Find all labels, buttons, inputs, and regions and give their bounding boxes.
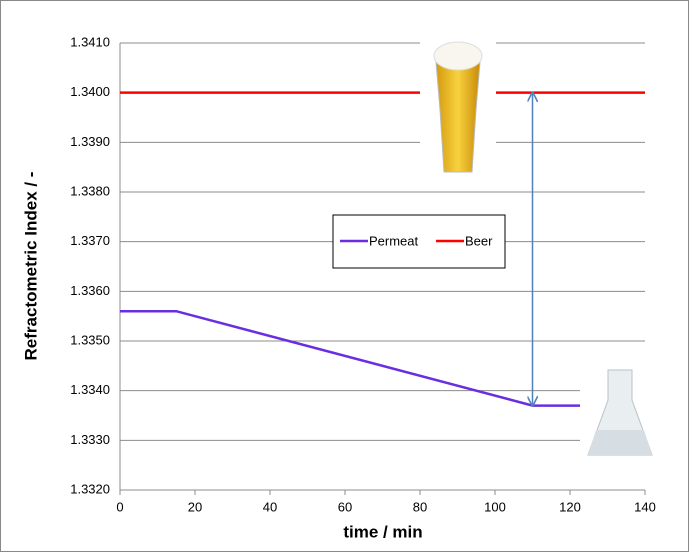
x-tick-label: 20 [188, 499, 202, 514]
x-tick-label: 60 [338, 499, 352, 514]
y-tick-label: 1.3330 [70, 432, 110, 447]
legend-label: Beer [465, 233, 493, 248]
beer-glass-image [420, 38, 496, 180]
x-axis-title: time / min [343, 522, 422, 541]
y-tick-label: 1.3410 [70, 34, 110, 49]
y-axis-title: Refractometric Index / - [21, 172, 40, 361]
y-tick-label: 1.3350 [70, 332, 110, 347]
x-tick-label: 80 [413, 499, 427, 514]
y-tick-label: 1.3400 [70, 84, 110, 99]
y-tick-label: 1.3320 [70, 481, 110, 496]
flask-image [580, 362, 662, 470]
chart: time / min Refractometric Index / - 1.33… [0, 0, 689, 552]
x-tick-label: 120 [559, 499, 581, 514]
page: time / min Refractometric Index / - 1.33… [0, 0, 689, 552]
x-tick-label: 100 [484, 499, 506, 514]
x-tick-label: 140 [634, 499, 656, 514]
y-tick-label: 1.3390 [70, 134, 110, 149]
y-tick-label: 1.3370 [70, 233, 110, 248]
legend: Permeat Beer [333, 215, 505, 268]
x-tick-label: 40 [263, 499, 277, 514]
legend-label: Permeat [369, 233, 419, 248]
y-tick-label: 1.3380 [70, 183, 110, 198]
y-tick-label: 1.3360 [70, 283, 110, 298]
y-tick-label: 1.3340 [70, 382, 110, 397]
x-tick-label: 0 [116, 499, 123, 514]
